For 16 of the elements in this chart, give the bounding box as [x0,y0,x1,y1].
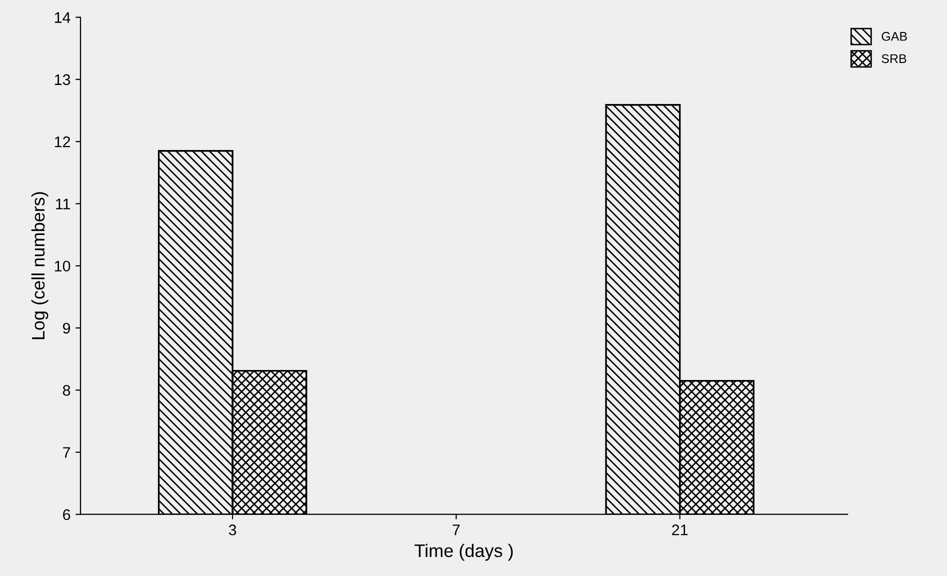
y-tick-label: 8 [62,384,70,396]
y-tick-label: 6 [63,509,70,520]
y-tick-label: 7 [63,447,70,458]
y-tick-label: 11 [56,198,70,210]
y-tick-label: 10 [54,260,70,272]
y-tick-label: 14 [54,12,70,23]
y-tick-label: 9 [62,322,70,334]
x-tick-label: 3 [228,524,236,536]
y-tick-label: 12 [54,136,70,148]
legend-label: GAB [882,32,907,41]
y-tick-label: 13 [54,74,70,86]
y-axis-title: Log (cell numbers) [31,192,48,340]
legend-label: SRB [882,54,906,64]
x-axis-title: Time (days ) [414,544,513,561]
x-tick-label: 21 [672,524,688,536]
x-tick-label: 7 [452,524,460,536]
